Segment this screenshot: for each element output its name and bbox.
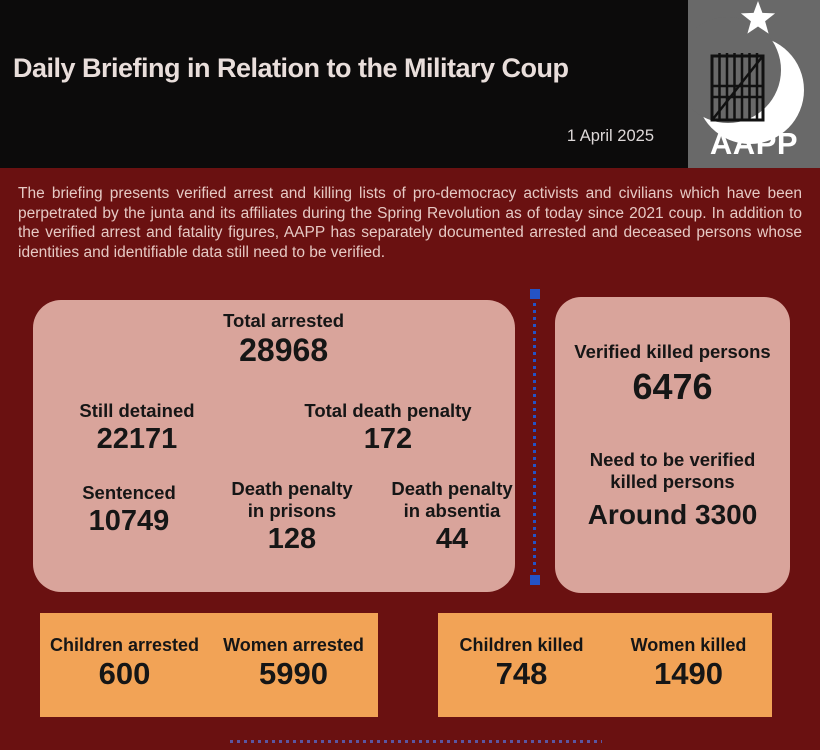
stat-value: 5990 xyxy=(259,656,328,691)
stat-value: 128 xyxy=(267,523,317,555)
stat-children-arrested: Children arrested 600 xyxy=(40,613,209,691)
header: Daily Briefing in Relation to the Milita… xyxy=(0,0,820,168)
stat-label: Verified killed persons xyxy=(574,341,771,362)
stat-label: Death penalty xyxy=(231,478,353,499)
stat-death-penalty-in-absentia: Death penalty in absentia 44 xyxy=(391,478,512,556)
stat-label: killed persons xyxy=(610,471,735,492)
stat-value: 1490 xyxy=(654,656,723,691)
stat-total-death-penalty: Total death penalty 172 xyxy=(304,400,471,456)
stat-label: in absentia xyxy=(403,500,501,521)
arrest-stats-panel: Total arrested 28968 Still detained 2217… xyxy=(33,300,515,592)
stat-need-verified-killed: Need to be verified killed persons Aroun… xyxy=(588,449,758,531)
stat-women-arrested: Women arrested 5990 xyxy=(209,613,378,691)
stat-label: Need to be verified xyxy=(589,449,756,470)
stat-label: Children killed xyxy=(459,635,584,655)
aapp-logo-text: AAPP xyxy=(709,126,799,161)
stat-value: 748 xyxy=(495,656,548,691)
vertical-dotted-divider xyxy=(529,289,540,585)
briefing-date: 1 April 2025 xyxy=(566,127,654,145)
stat-label: Still detained xyxy=(79,400,195,421)
page-title: Daily Briefing in Relation to the Milita… xyxy=(13,53,569,83)
stat-value: 22171 xyxy=(96,423,178,455)
intro-paragraph: The briefing presents verified arrest an… xyxy=(18,185,802,261)
stat-children-killed: Children killed 748 xyxy=(438,613,605,691)
killed-stats-panel: Verified killed persons 6476 Need to be … xyxy=(555,297,790,593)
stat-value: 28968 xyxy=(239,332,329,368)
stat-women-killed: Women killed 1490 xyxy=(605,613,772,691)
stat-value: 10749 xyxy=(88,505,170,537)
stat-value: 6476 xyxy=(632,366,713,407)
stat-label: Total death penalty xyxy=(304,400,472,421)
stat-value: 172 xyxy=(363,423,413,455)
aapp-crescent-star-jail-icon xyxy=(688,1,804,144)
stat-total-arrested: Total arrested 28968 xyxy=(223,310,344,368)
stat-value: 600 xyxy=(98,656,151,691)
bottom-dotted-line xyxy=(230,740,602,743)
stat-value: Around 3300 xyxy=(587,499,758,530)
stat-label: in prisons xyxy=(247,500,337,521)
stat-sentenced: Sentenced 10749 xyxy=(82,482,176,538)
stat-label: Total arrested xyxy=(223,310,345,331)
stat-label: Death penalty xyxy=(391,478,513,499)
killed-demographics-panel: Children killed 748 Women killed 1490 xyxy=(438,613,772,717)
stat-value: 44 xyxy=(435,523,469,555)
stat-label: Women killed xyxy=(630,635,747,655)
stat-still-detained: Still detained 22171 xyxy=(79,400,194,456)
aapp-logo: AAPP xyxy=(688,0,820,168)
stat-label: Children arrested xyxy=(49,635,200,655)
stat-death-penalty-in-prisons: Death penalty in prisons 128 xyxy=(231,478,352,556)
stat-label: Women arrested xyxy=(223,635,364,655)
stat-verified-killed: Verified killed persons 6476 xyxy=(574,341,770,407)
arrested-demographics-panel: Children arrested 600 Women arrested 599… xyxy=(40,613,378,717)
stat-label: Sentenced xyxy=(82,482,176,503)
